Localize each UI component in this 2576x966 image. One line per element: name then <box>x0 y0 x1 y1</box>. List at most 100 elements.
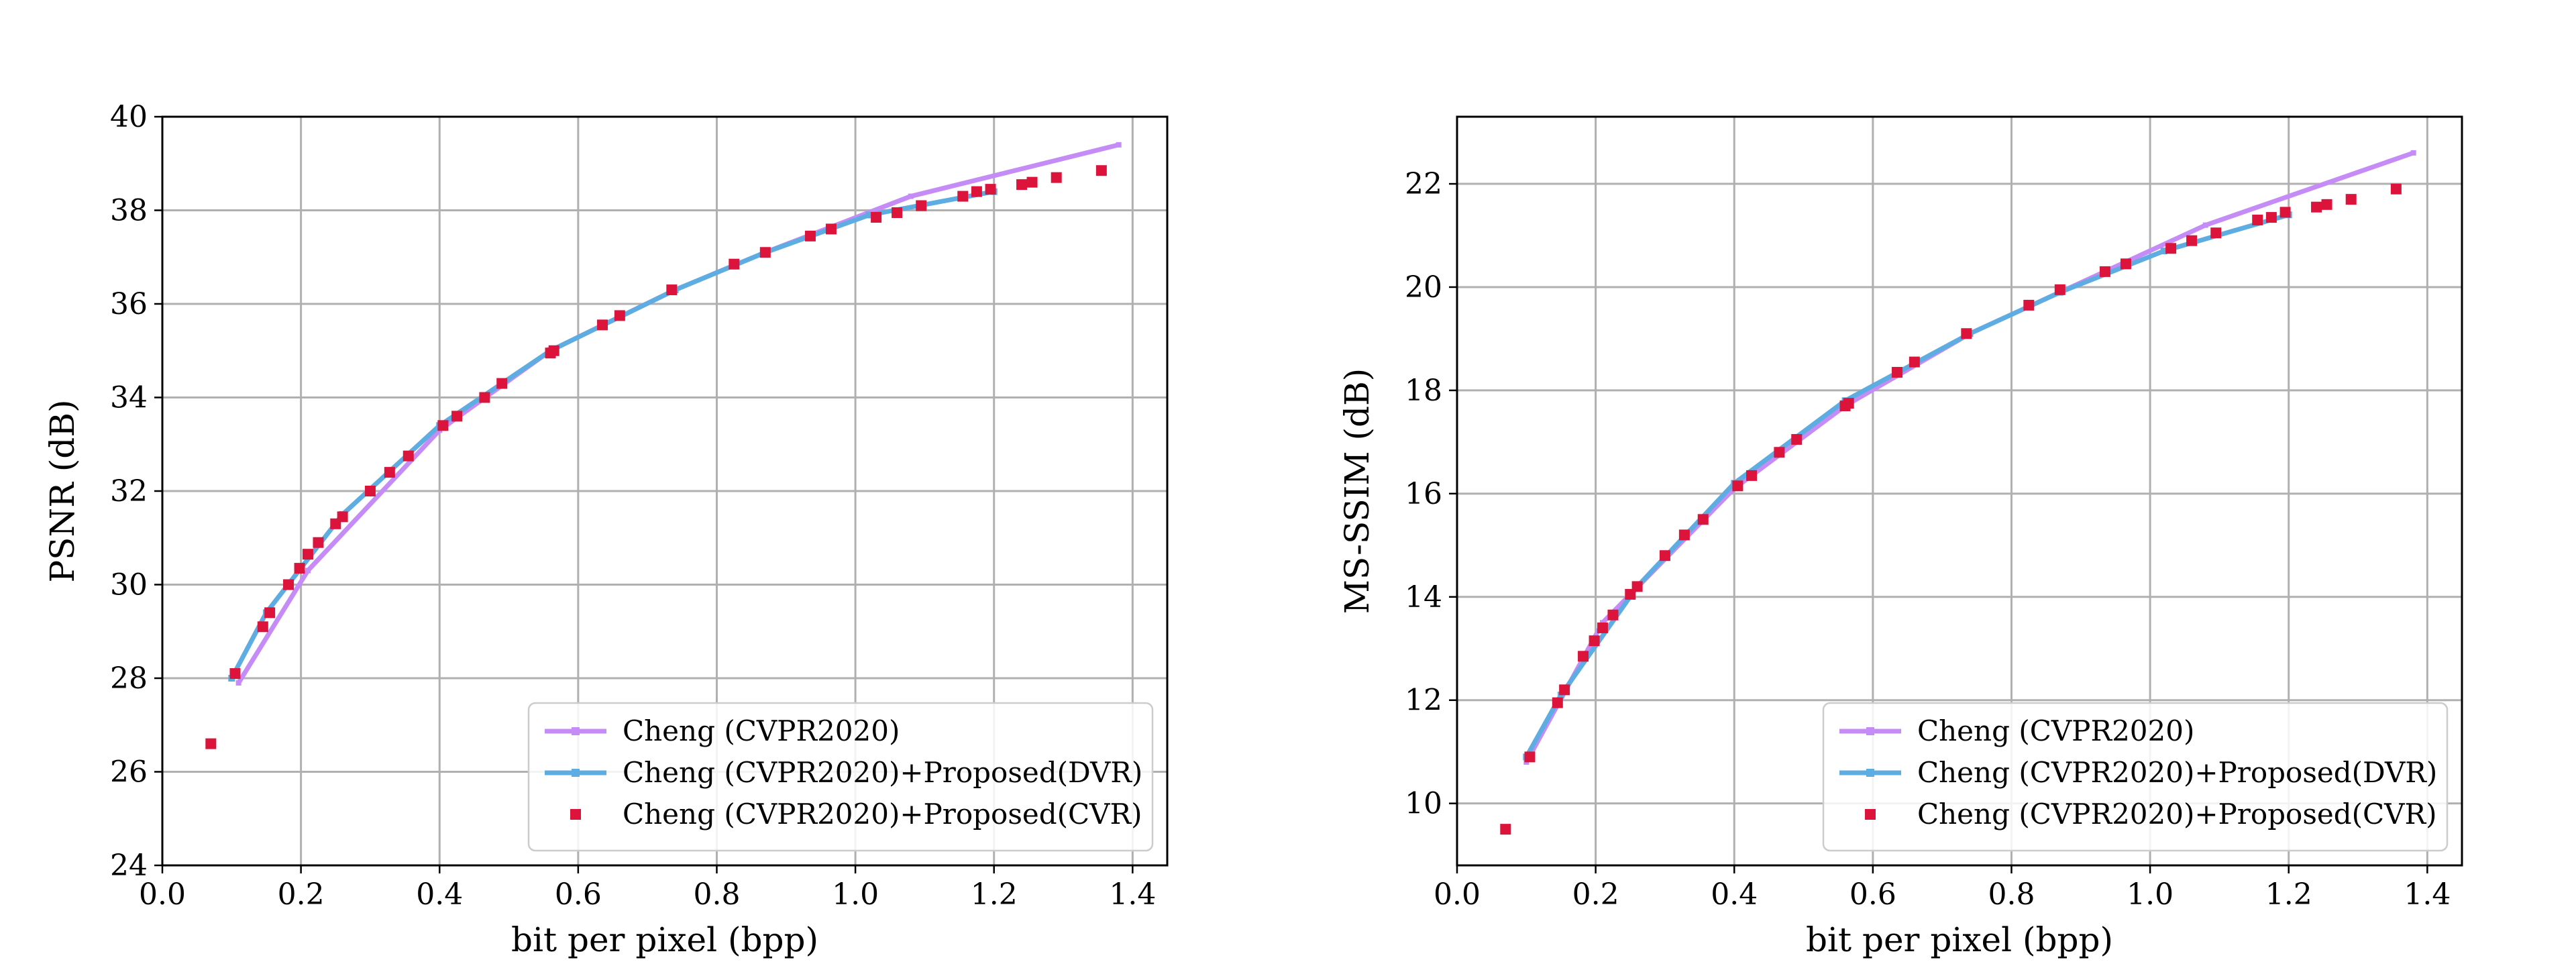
legend-marker <box>1866 769 1874 777</box>
scatter-point <box>205 738 217 749</box>
scatter-point <box>337 511 348 523</box>
x-tick-label: 0.6 <box>1849 877 1896 912</box>
y-tick-label: 30 <box>110 568 148 602</box>
y-tick-label: 34 <box>110 381 148 415</box>
legend-label: Cheng (CVPR2020) <box>623 714 900 747</box>
series-2-point <box>865 211 873 219</box>
scatter-point <box>985 184 996 195</box>
series-1-point <box>908 193 914 199</box>
x-axis-label: bit per pixel (bpp) <box>511 920 818 959</box>
legend-label: Cheng (CVPR2020) <box>1917 714 2194 747</box>
scatter-point <box>1559 684 1570 696</box>
scatter-point <box>957 191 969 202</box>
scatter-point <box>2165 243 2177 254</box>
x-tick-label: 1.0 <box>2127 877 2174 912</box>
x-tick-label: 1.0 <box>832 877 879 912</box>
legend: Cheng (CVPR2020) Cheng (CVPR2020)+Propose… <box>527 702 1154 852</box>
y-axis-label: MS-SSIM (dB) <box>1338 368 1377 614</box>
scatter-point <box>892 207 903 218</box>
scatter-point <box>1892 366 1903 378</box>
scatter-point <box>1016 179 1028 191</box>
series-1-point <box>305 568 311 574</box>
scatter-point <box>916 200 927 211</box>
scatter-point <box>1843 398 1854 409</box>
y-tick-label: 36 <box>110 287 148 321</box>
scatter-point <box>257 621 268 633</box>
y-tick-label: 38 <box>110 194 148 228</box>
scatter-point <box>1659 550 1670 561</box>
scatter-point <box>2023 299 2035 311</box>
series-1-point <box>2202 222 2208 228</box>
y-tick-label: 32 <box>110 474 148 508</box>
scatter-point <box>229 668 241 680</box>
scatter-point <box>437 420 449 431</box>
legend-label: Cheng (CVPR2020)+Proposed(CVR) <box>623 798 1142 830</box>
scatter-point <box>496 378 508 389</box>
scatter-point <box>479 392 490 403</box>
scatter-point <box>804 230 816 241</box>
y-tick-label: 14 <box>1405 580 1442 614</box>
y-tick-label: 12 <box>1405 684 1442 718</box>
scatter-point <box>1791 434 1803 445</box>
x-tick-label: 0.8 <box>1988 877 2035 912</box>
scatter-point <box>2252 214 2263 225</box>
scatter-point <box>971 186 982 197</box>
x-tick-label: 0.2 <box>1572 877 1619 912</box>
chart-panel-1: 0.0 0.2 0.4 0.6 0.8 1.0 1.2 1.4 24 26 28 30 32 34 36 38… <box>43 100 1169 959</box>
scatter-point <box>1589 635 1600 647</box>
scatter-point <box>1524 751 1536 763</box>
x-axis-label: bit per pixel (bpp) <box>1806 920 2113 959</box>
series-1-point <box>2410 150 2416 156</box>
legend-box <box>527 702 1154 852</box>
scatter-point <box>402 450 414 462</box>
scatter-point <box>302 549 313 560</box>
legend-marker <box>572 769 580 777</box>
scatter-point <box>666 284 678 296</box>
scatter-point <box>759 247 771 258</box>
scatter-point <box>614 310 625 321</box>
legend-marker <box>572 727 580 735</box>
scatter-point <box>313 537 324 548</box>
scatter-point <box>1026 176 1038 188</box>
x-tick-label: 0.0 <box>139 877 186 912</box>
scatter-point <box>2390 183 2402 195</box>
y-tick-label: 20 <box>1405 270 1442 305</box>
scatter-point <box>1774 447 1785 458</box>
chart-panel-2: 0.0 0.2 0.4 0.6 0.8 1.0 1.2 1.4 10 12 14 16 18 20 22 bi… <box>1338 115 2463 959</box>
scatter-point <box>1051 172 1062 183</box>
scatter-point <box>294 563 305 574</box>
x-tick-label: 0.6 <box>555 877 602 912</box>
scatter-point <box>1578 651 1589 662</box>
scatter-point <box>283 579 294 590</box>
y-tick-label: 10 <box>1405 787 1442 821</box>
legend-label: Cheng (CVPR2020)+Proposed(CVR) <box>1917 798 2436 830</box>
legend-marker <box>1865 809 1876 820</box>
scatter-point <box>2311 201 2322 213</box>
x-tick-label: 0.2 <box>278 877 325 912</box>
y-tick-label: 22 <box>1405 167 1442 201</box>
scatter-point <box>2321 199 2332 210</box>
y-axis-label: PSNR (dB) <box>43 400 82 583</box>
scatter-point <box>1095 165 1107 176</box>
y-tick-label: 24 <box>110 849 148 883</box>
y-tick-label: 18 <box>1405 374 1442 408</box>
scatter-point <box>2099 266 2110 277</box>
scatter-point <box>2345 194 2357 205</box>
scatter-point <box>1697 514 1709 525</box>
scatter-point <box>1597 622 1608 633</box>
x-tick-label: 0.8 <box>693 877 740 912</box>
scatter-point <box>2054 284 2065 295</box>
scatter-point <box>451 411 463 422</box>
legend: Cheng (CVPR2020) Cheng (CVPR2020)+Propose… <box>1822 702 2449 852</box>
scatter-point <box>1678 529 1690 541</box>
scatter-point <box>1746 470 1758 481</box>
scatter-point <box>1631 581 1643 592</box>
scatter-point <box>729 258 740 270</box>
legend-label: Cheng (CVPR2020)+Proposed(DVR) <box>1917 756 2437 789</box>
x-tick-label: 0.0 <box>1434 877 1481 912</box>
scatter-point <box>384 467 395 478</box>
x-tick-label: 0.4 <box>416 877 463 912</box>
scatter-point <box>825 223 837 235</box>
scatter-point <box>2186 235 2198 246</box>
scatter-point <box>597 319 608 331</box>
